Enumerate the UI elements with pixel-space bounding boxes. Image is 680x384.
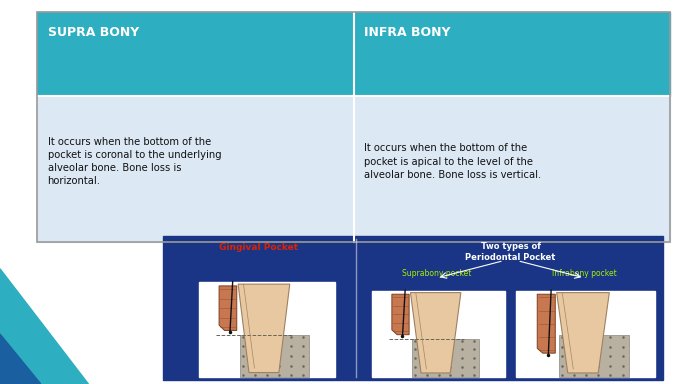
Bar	[37, 12, 670, 96]
Bar	[199, 282, 335, 377]
Text: It occurs when the bottom of the
pocket is coronal to the underlying
alveolar bo: It occurs when the bottom of the pocket …	[48, 137, 221, 187]
Bar	[372, 291, 505, 377]
Polygon shape	[219, 286, 237, 331]
Text: SUPRA BONY: SUPRA BONY	[48, 26, 139, 39]
Polygon shape	[558, 336, 629, 377]
Bar	[163, 236, 663, 380]
Bar	[37, 96, 670, 242]
Polygon shape	[0, 334, 41, 384]
Text: Gingival Pocket: Gingival Pocket	[218, 243, 298, 252]
Polygon shape	[411, 293, 461, 373]
Polygon shape	[412, 339, 479, 377]
Text: Suprabony pocket: Suprabony pocket	[402, 269, 471, 278]
Polygon shape	[240, 335, 309, 377]
Polygon shape	[0, 269, 88, 384]
Text: Infrabony pocket: Infrabony pocket	[552, 269, 617, 278]
Polygon shape	[557, 293, 609, 373]
Text: It occurs when the bottom of the
pocket is apical to the level of the
alveolar b: It occurs when the bottom of the pocket …	[364, 144, 541, 180]
Text: Two types of
Periodontal Pocket: Two types of Periodontal Pocket	[465, 242, 556, 262]
Polygon shape	[537, 294, 556, 353]
Polygon shape	[392, 294, 409, 335]
Polygon shape	[238, 284, 290, 372]
Text: INFRA BONY: INFRA BONY	[364, 26, 450, 39]
Bar	[516, 291, 655, 377]
Bar	[37, 12, 670, 242]
